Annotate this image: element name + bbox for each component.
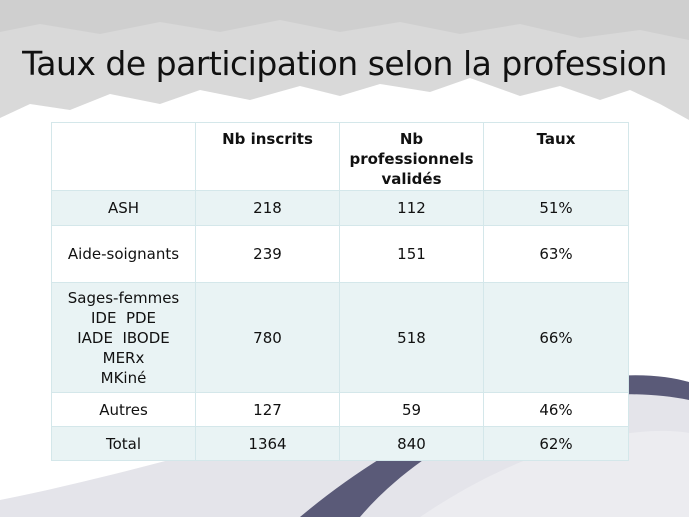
participation-table: Nb inscrits Nb professionnels validés Ta… (51, 122, 629, 461)
table-header-row: Nb inscrits Nb professionnels validés Ta… (51, 122, 629, 191)
cell-profession: Autres (51, 392, 196, 427)
cell-valides: 840 (339, 426, 484, 461)
cell-profession: Total (51, 426, 196, 461)
cell-inscrits: 127 (195, 392, 340, 427)
cell-profession: Aide-soignants (51, 225, 196, 283)
cell-taux: 66% (483, 282, 629, 393)
cell-taux: 46% (483, 392, 629, 427)
header-taux: Taux (483, 122, 629, 191)
cell-valides: 112 (339, 190, 484, 226)
cell-taux: 51% (483, 190, 629, 226)
cell-valides: 518 (339, 282, 484, 393)
cell-valides: 59 (339, 392, 484, 427)
table-row: Sages-femmes IDE PDE IADE IBODE MERx MKi… (51, 282, 629, 393)
cell-profession: Sages-femmes IDE PDE IADE IBODE MERx MKi… (51, 282, 196, 393)
table-row: Total 1364 840 62% (51, 426, 629, 461)
cell-profession: ASH (51, 190, 196, 226)
cell-inscrits: 1364 (195, 426, 340, 461)
table-row: Aide-soignants 239 151 63% (51, 225, 629, 283)
table-row: ASH 218 112 51% (51, 190, 629, 226)
table-row: Autres 127 59 46% (51, 392, 629, 427)
cell-inscrits: 239 (195, 225, 340, 283)
slide-title: Taux de participation selon la professio… (22, 44, 667, 83)
cell-inscrits: 780 (195, 282, 340, 393)
header-empty (51, 122, 196, 191)
cell-taux: 62% (483, 426, 629, 461)
mountain-backdrop (0, 0, 689, 120)
cell-inscrits: 218 (195, 190, 340, 226)
cell-valides: 151 (339, 225, 484, 283)
cell-taux: 63% (483, 225, 629, 283)
header-nb-valides: Nb professionnels validés (339, 122, 484, 191)
header-nb-inscrits: Nb inscrits (195, 122, 340, 191)
